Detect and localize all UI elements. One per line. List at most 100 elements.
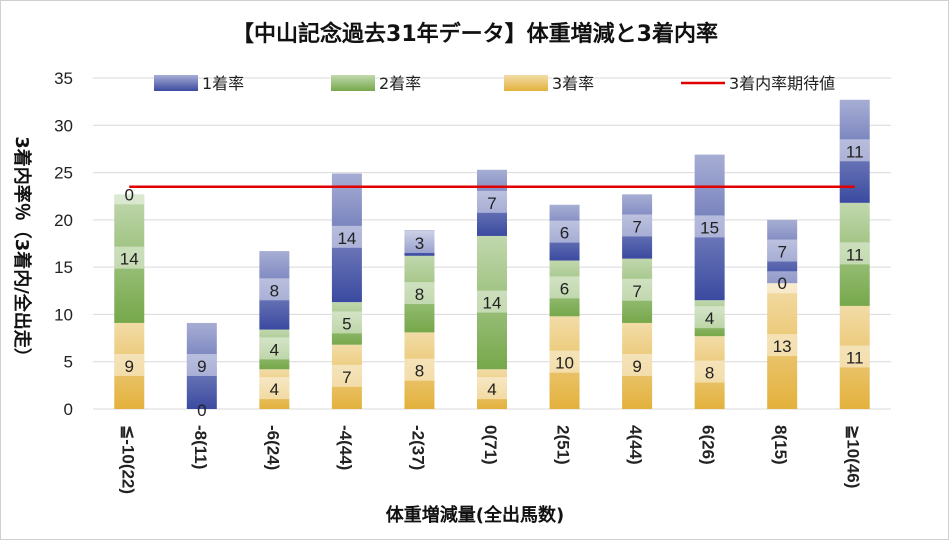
x-tick-label: 0(71) xyxy=(481,425,500,465)
bar-segment xyxy=(622,258,653,323)
bar-segment xyxy=(694,154,725,301)
data-label-bg xyxy=(767,271,798,294)
x-tick-label: -4(44) xyxy=(336,425,355,470)
y-tick-label: 30 xyxy=(54,116,73,135)
y-tick-label: 25 xyxy=(54,164,73,183)
legend-label: 2着率 xyxy=(379,74,421,93)
data-label-bg xyxy=(186,353,217,376)
data-label: 14 xyxy=(337,229,356,248)
bar-segment xyxy=(839,305,870,409)
data-label-bg xyxy=(331,311,362,334)
legend-label: 1着率 xyxy=(202,74,244,93)
data-label: 11 xyxy=(846,245,864,264)
data-label: 6 xyxy=(560,279,569,298)
y-tick-label: 0 xyxy=(64,400,73,419)
data-label-bg xyxy=(694,360,725,383)
y-tick-label: 10 xyxy=(54,305,73,324)
x-tick-label: -2(37) xyxy=(408,425,427,470)
legend-swatch xyxy=(154,75,198,91)
bar-segment xyxy=(767,283,798,409)
data-label: 14 xyxy=(120,250,139,269)
data-label: 0 xyxy=(125,185,134,204)
data-label: 8 xyxy=(415,285,424,304)
data-label: 13 xyxy=(773,337,792,356)
bar-segment xyxy=(767,219,798,284)
data-label: 11 xyxy=(846,348,864,367)
x-tick-label: -6(24) xyxy=(263,425,282,470)
legend-label: 3着率 xyxy=(552,74,594,93)
data-label-bg xyxy=(839,345,870,368)
bar-segment xyxy=(477,369,507,409)
data-label: 7 xyxy=(487,194,496,213)
data-label: 9 xyxy=(125,357,134,376)
data-label-bg xyxy=(114,246,145,269)
data-label-bg xyxy=(839,242,870,265)
bar-segment xyxy=(694,336,725,409)
bar-segment xyxy=(404,255,435,333)
x-tick-label: 8(15) xyxy=(771,425,790,465)
data-label-bg xyxy=(331,364,362,387)
bar-segment xyxy=(331,302,362,345)
data-label: 8 xyxy=(270,281,279,300)
y-tick-label: 5 xyxy=(64,353,73,372)
legend: 1着率 2着率 3着率 3着内率期待値 xyxy=(154,74,835,93)
bar-segment xyxy=(477,169,507,236)
bar-segment xyxy=(549,260,580,317)
x-tick-label: ≦-10(22) xyxy=(118,425,137,494)
bar-segment xyxy=(259,329,290,370)
data-label-bg xyxy=(404,231,435,254)
data-label: 8 xyxy=(705,364,714,383)
data-label: 14 xyxy=(483,294,502,313)
data-label-bg xyxy=(477,290,507,313)
data-label-bg xyxy=(549,276,580,299)
data-labels: 9 14 0 9 0 4 4 8 7 5 14 8 8 3 4 14 7 10 6 6 9 7 7 8 4 15 13 0 7 11 11 1… xyxy=(114,139,870,420)
bar-segment xyxy=(549,204,580,261)
bar-segment xyxy=(694,300,725,337)
y-tick-labels: 0 5 10 15 20 25 30 35 xyxy=(54,69,73,419)
data-label: 9 xyxy=(632,357,641,376)
data-label: 11 xyxy=(846,142,864,161)
data-label-bg xyxy=(694,215,725,238)
data-label: 7 xyxy=(632,282,641,301)
data-label-bg xyxy=(622,214,653,237)
bar-segment xyxy=(259,369,290,409)
data-label: 3 xyxy=(415,234,424,253)
legend-label: 3着内率期待値 xyxy=(729,74,835,93)
x-tick-label: 6(26) xyxy=(699,425,718,465)
data-label-bg xyxy=(259,377,290,400)
data-label: 6 xyxy=(560,224,569,243)
bar-segment xyxy=(622,194,653,259)
data-label: 4 xyxy=(270,340,279,359)
x-tick-labels: ≦-10(22) -8(11) -6(24) -4(44) -2(37) 0(71) 2(5… xyxy=(118,425,862,494)
data-label-bg xyxy=(477,190,507,213)
bar-segment xyxy=(839,202,870,306)
x-tick-label: 2(51) xyxy=(554,425,573,465)
data-label-bg xyxy=(767,239,798,262)
y-tick-label: 35 xyxy=(54,69,73,88)
legend-swatch xyxy=(504,75,548,91)
data-label-bg xyxy=(622,278,653,301)
data-label: 10 xyxy=(555,354,574,373)
data-label-bg xyxy=(404,282,435,305)
y-axis-title: 3着内率％（3着内/全出走） xyxy=(11,136,33,366)
data-label-bg xyxy=(477,377,507,400)
data-label-bg xyxy=(767,334,798,357)
bar-segment xyxy=(477,235,507,370)
legend-swatch xyxy=(331,75,375,91)
bar-segment xyxy=(331,173,362,303)
data-label: 0 xyxy=(777,274,786,293)
data-label-bg xyxy=(114,353,145,376)
y-tick-label: 15 xyxy=(54,258,73,277)
bar-segment xyxy=(331,344,362,409)
data-label: 8 xyxy=(415,362,424,381)
bar-segment xyxy=(622,322,653,409)
data-label-bg xyxy=(549,350,580,373)
data-label-bg xyxy=(331,225,362,248)
x-tick-label: -8(11) xyxy=(191,425,210,469)
data-label-bg xyxy=(549,220,580,243)
bar-segment xyxy=(114,322,145,409)
data-label: 9 xyxy=(197,357,206,376)
data-label: 7 xyxy=(777,243,786,262)
